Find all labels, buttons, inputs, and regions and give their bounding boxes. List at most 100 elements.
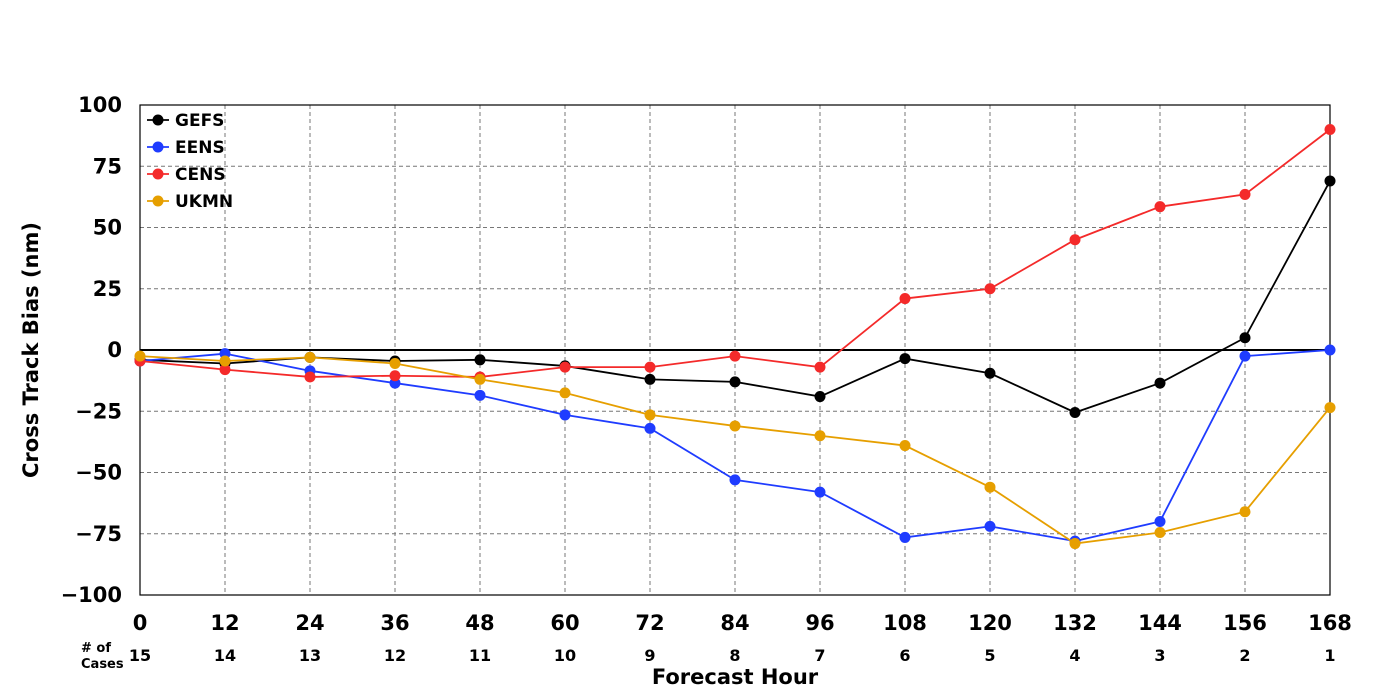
data-point-ukmn (389, 357, 401, 369)
y-tick-label: −75 (75, 522, 122, 546)
x-tick-label: 108 (883, 611, 927, 635)
legend-label: GEFS (175, 111, 224, 131)
case-count: 6 (899, 646, 910, 665)
x-tick-label: 84 (720, 611, 749, 635)
data-point-cens (1154, 201, 1166, 213)
x-tick-label: 156 (1223, 611, 1267, 635)
legend-item-ukmn: UKMN (147, 192, 233, 212)
case-count: 7 (814, 646, 825, 665)
x-tick-label: 24 (295, 611, 324, 635)
data-point-cens (984, 283, 996, 295)
case-count: 4 (1069, 646, 1080, 665)
case-count: 11 (469, 646, 491, 665)
data-point-cens (304, 371, 316, 383)
y-tick-label: −25 (75, 399, 122, 423)
case-count: 14 (214, 646, 236, 665)
x-tick-label: 60 (550, 611, 579, 635)
data-point-gefs (1239, 332, 1251, 344)
data-point-cens (389, 370, 401, 382)
data-point-ukmn (1069, 538, 1081, 550)
data-point-gefs (984, 367, 996, 379)
data-point-ukmn (1324, 402, 1336, 414)
y-axis-label: Cross Track Bias (nm) (19, 222, 43, 478)
data-point-ukmn (134, 350, 146, 362)
data-point-ukmn (559, 387, 571, 399)
legend-item-gefs: GEFS (147, 111, 224, 131)
x-tick-labels: 0 12 24 36 48 60 72 84 96 108 120 132 144 156 168 (133, 611, 1352, 635)
data-point-ukmn (984, 481, 996, 493)
data-point-gefs (1324, 175, 1336, 187)
cases-label-line2: Cases (81, 657, 124, 672)
data-point-eens (559, 409, 571, 421)
x-tick-label: 144 (1138, 611, 1182, 635)
data-point-gefs (899, 353, 911, 365)
legend-item-cens: CENS (147, 165, 226, 185)
y-tick-labels: 100 75 50 25 0 −25 −50 −75 −100 (61, 93, 122, 607)
data-point-cens (644, 361, 656, 373)
x-tick-label: 0 (133, 611, 148, 635)
series-lines (134, 124, 1336, 550)
series-cens (134, 124, 1336, 383)
data-point-cens (1239, 188, 1251, 200)
case-count: 9 (644, 646, 655, 665)
case-count: 12 (384, 646, 406, 665)
data-point-gefs (1154, 377, 1166, 389)
data-point-eens (984, 520, 996, 532)
data-point-ukmn (644, 409, 656, 421)
legend-marker (152, 141, 164, 153)
legend-label: UKMN (175, 192, 233, 212)
data-point-gefs (814, 391, 826, 403)
data-point-cens (899, 293, 911, 305)
data-point-cens (729, 350, 741, 362)
x-tick-label: 132 (1053, 611, 1097, 635)
data-point-ukmn (1239, 506, 1251, 518)
case-count: 3 (1154, 646, 1165, 665)
series-ukmn (134, 350, 1336, 550)
data-point-ukmn (899, 440, 911, 452)
data-point-ukmn (814, 430, 826, 442)
data-point-gefs (1069, 406, 1081, 418)
data-point-eens (729, 474, 741, 486)
data-point-eens (1239, 350, 1251, 362)
legend: GEFS EENS CENS UKMN (147, 111, 233, 212)
data-point-eens (814, 486, 826, 498)
data-point-ukmn (474, 373, 486, 385)
x-tick-label: 168 (1308, 611, 1352, 635)
legend-item-eens: EENS (147, 138, 225, 158)
y-tick-label: 0 (107, 338, 122, 362)
data-point-gefs (474, 354, 486, 366)
data-point-eens (644, 422, 656, 434)
data-point-ukmn (219, 355, 231, 367)
case-count: 10 (554, 646, 576, 665)
case-count: 15 (129, 646, 151, 665)
legend-marker (152, 114, 164, 126)
case-count-labels: 15 14 13 12 11 10 9 8 7 6 5 4 3 2 1 (129, 646, 1336, 665)
x-tick-label: 96 (805, 611, 834, 635)
case-count: 8 (729, 646, 740, 665)
data-point-eens (474, 389, 486, 401)
case-count: 5 (984, 646, 995, 665)
data-point-cens (559, 361, 571, 373)
data-point-ukmn (729, 420, 741, 432)
x-tick-label: 48 (465, 611, 494, 635)
case-count: 1 (1324, 646, 1335, 665)
legend-marker (152, 195, 164, 207)
data-point-ukmn (304, 351, 316, 363)
legend-label: EENS (175, 138, 225, 158)
y-tick-label: 75 (93, 154, 122, 178)
data-point-cens (814, 361, 826, 373)
data-point-cens (1324, 124, 1336, 135)
y-tick-label: −100 (61, 583, 122, 607)
y-tick-label: 50 (93, 216, 122, 240)
x-tick-label: 120 (968, 611, 1012, 635)
data-point-ukmn (1154, 527, 1166, 539)
y-tick-label: 100 (78, 93, 122, 117)
data-point-eens (1154, 516, 1166, 527)
y-tick-label: 25 (93, 277, 122, 301)
cases-label-line1: # of (81, 641, 111, 656)
data-point-cens (1069, 234, 1081, 246)
x-tick-label: 36 (380, 611, 409, 635)
x-tick-label: 72 (635, 611, 664, 635)
data-point-eens (1324, 344, 1336, 356)
